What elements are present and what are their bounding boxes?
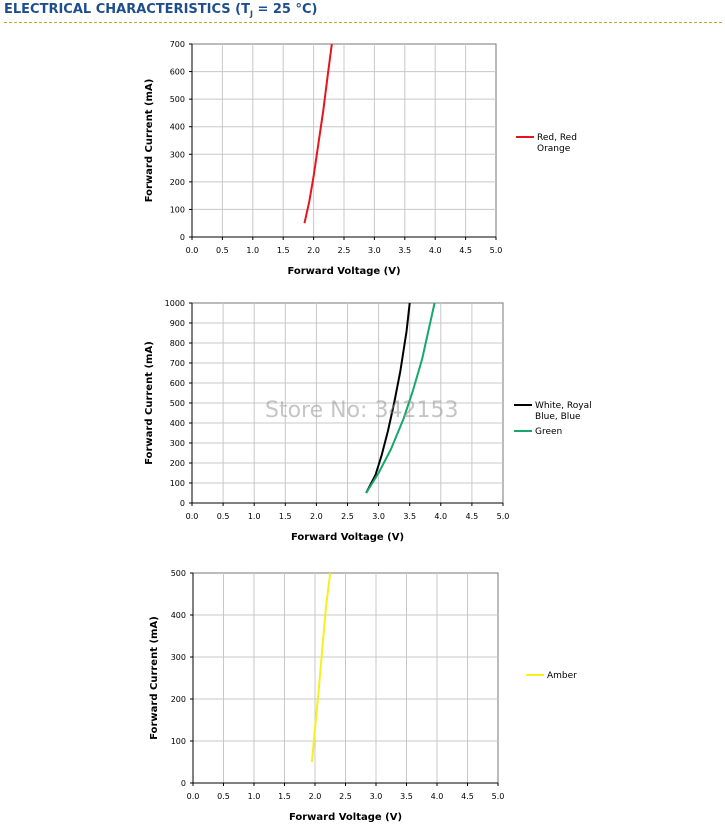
x-tick-label: 1.5 bbox=[279, 512, 292, 521]
section-title: ELECTRICAL CHARACTERISTICS (TJ = 25 °C) bbox=[4, 2, 317, 19]
legend-label: Amber bbox=[547, 671, 577, 681]
y-tick-label: 0 bbox=[181, 779, 186, 788]
y-tick-label: 900 bbox=[170, 319, 185, 328]
x-tick-label: 5.0 bbox=[492, 792, 505, 801]
title-subscript: J bbox=[249, 9, 253, 19]
x-tick-label: 4.0 bbox=[434, 512, 447, 521]
watermark-text: Store No: 342153 bbox=[265, 398, 459, 423]
series-line bbox=[365, 302, 436, 494]
y-tick-label: 200 bbox=[171, 695, 186, 704]
legend-label: Green bbox=[535, 427, 562, 437]
x-tick-label: 4.0 bbox=[429, 246, 442, 255]
y-tick-label: 100 bbox=[170, 205, 185, 214]
y-tick-label: 300 bbox=[170, 150, 185, 159]
x-tick-label: 4.0 bbox=[431, 792, 444, 801]
x-tick-label: 3.0 bbox=[372, 512, 385, 521]
x-tick-label: 0.5 bbox=[217, 792, 230, 801]
y-tick-label: 600 bbox=[170, 68, 185, 77]
y-tick-label: 300 bbox=[170, 439, 185, 448]
title-suffix: = 25 °C) bbox=[252, 2, 318, 17]
x-axis-label: Forward Voltage (V) bbox=[291, 532, 404, 543]
chart-white-green: 0.0 0.5 1.0 1.5 2.0 2.5 3.0 3.5 4.0 4.5 5.0 0 100 200… bbox=[144, 299, 592, 543]
y-tick-label: 600 bbox=[170, 379, 185, 388]
y-tick-label: 0 bbox=[180, 233, 185, 242]
x-tick-label: 5.0 bbox=[490, 246, 503, 255]
x-tick-label: 3.0 bbox=[370, 792, 383, 801]
y-tick-label: 100 bbox=[170, 479, 185, 488]
x-tick-label: 0.5 bbox=[217, 512, 230, 521]
y-tick-label: 100 bbox=[171, 737, 186, 746]
y-tick-label: 300 bbox=[171, 653, 186, 662]
x-tick-label: 4.5 bbox=[466, 512, 479, 521]
x-tick-label: 2.0 bbox=[307, 246, 320, 255]
x-tick-label: 1.0 bbox=[248, 512, 261, 521]
series-line bbox=[365, 302, 411, 494]
x-tick-label: 4.5 bbox=[459, 246, 472, 255]
y-tick-label: 400 bbox=[170, 419, 185, 428]
y-tick-label: 0 bbox=[180, 499, 185, 508]
y-tick-label: 500 bbox=[170, 95, 185, 104]
y-axis-label: Forward Current (mA) bbox=[144, 341, 155, 465]
x-tick-label: 1.5 bbox=[277, 246, 290, 255]
chart-red: 0.0 0.5 1.0 1.5 2.0 2.5 3.0 3.5 4.0 4.5 5.0 0 100 200… bbox=[144, 40, 577, 277]
x-tick-label: 3.0 bbox=[368, 246, 381, 255]
x-tick-label: 0.5 bbox=[216, 246, 229, 255]
x-tick-label: 2.0 bbox=[310, 512, 323, 521]
title-main: ELECTRICAL CHARACTERISTICS (T bbox=[4, 2, 250, 17]
legend-label: White, Royal Blue, Blue bbox=[535, 401, 592, 422]
y-tick-label: 400 bbox=[171, 611, 186, 620]
y-tick-label: 500 bbox=[171, 569, 186, 578]
x-tick-label: 3.5 bbox=[400, 792, 413, 801]
y-tick-label: 400 bbox=[170, 123, 185, 132]
y-tick-label: 500 bbox=[170, 399, 185, 408]
series-line bbox=[303, 43, 333, 224]
y-tick-label: 200 bbox=[170, 178, 185, 187]
y-tick-label: 1000 bbox=[165, 299, 185, 308]
x-tick-label: 2.5 bbox=[341, 512, 354, 521]
x-tick-label: 0.0 bbox=[186, 512, 199, 521]
y-tick-label: 700 bbox=[170, 40, 185, 49]
x-tick-label: 1.5 bbox=[278, 792, 291, 801]
x-tick-label: 4.5 bbox=[461, 792, 474, 801]
x-tick-label: 0.0 bbox=[186, 246, 199, 255]
legend-label: Red, Red Orange bbox=[537, 133, 577, 154]
chart-amber: 0.0 0.5 1.0 1.5 2.0 2.5 3.0 3.5 4.0 4.5 5.0 0 100 200… bbox=[149, 569, 577, 823]
x-tick-label: 2.5 bbox=[339, 792, 352, 801]
section-header: ELECTRICAL CHARACTERISTICS (TJ = 25 °C) bbox=[4, 0, 722, 23]
x-tick-label: 3.5 bbox=[403, 512, 416, 521]
x-tick-label: 0.0 bbox=[187, 792, 200, 801]
x-tick-label: 1.0 bbox=[246, 246, 259, 255]
series-line bbox=[310, 572, 332, 763]
x-tick-label: 2.5 bbox=[338, 246, 351, 255]
x-tick-label: 3.5 bbox=[398, 246, 411, 255]
y-axis-label: Forward Current (mA) bbox=[149, 616, 160, 740]
x-tick-label: 1.0 bbox=[248, 792, 261, 801]
y-tick-label: 800 bbox=[170, 339, 185, 348]
y-tick-label: 700 bbox=[170, 359, 185, 368]
x-tick-label: 5.0 bbox=[497, 512, 510, 521]
y-tick-label: 200 bbox=[170, 459, 185, 468]
y-axis-label: Forward Current (mA) bbox=[144, 79, 155, 203]
x-tick-label: 2.0 bbox=[309, 792, 322, 801]
x-axis-label: Forward Voltage (V) bbox=[287, 266, 400, 277]
x-axis-label: Forward Voltage (V) bbox=[289, 812, 402, 823]
